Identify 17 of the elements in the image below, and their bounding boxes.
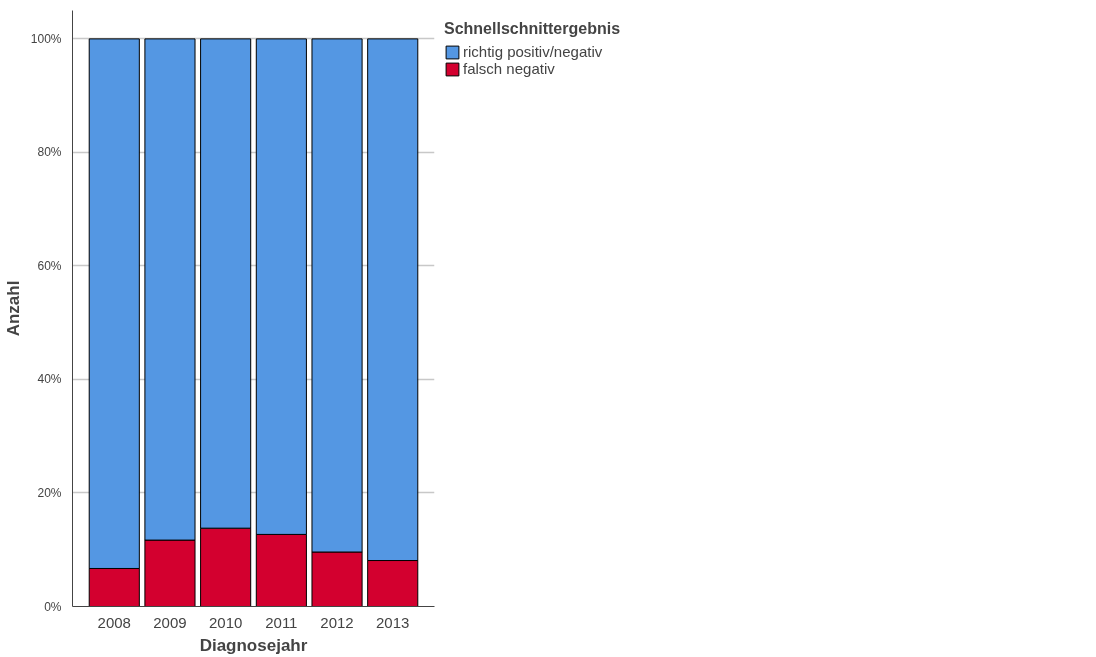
x-tick-label: 2013	[376, 613, 410, 631]
y-axis-title: Anzahl	[3, 280, 23, 337]
y-tick-label: 80%	[37, 145, 62, 160]
y-tick-label: 40%	[37, 372, 62, 387]
legend-label: richtig positiv/negativ	[463, 43, 603, 60]
y-tick-label: 20%	[37, 485, 62, 500]
y-tick-label: 100%	[30, 31, 62, 46]
legend-label: falsch negativ	[463, 60, 555, 77]
x-tick-label: 2009	[153, 613, 187, 631]
y-tick-label: 60%	[37, 258, 62, 273]
legend-title: Schnellschnittergebnis	[444, 20, 621, 38]
x-tick-label: 2011	[265, 613, 298, 631]
x-tick-label: 2010	[208, 613, 243, 631]
x-tick-label: 2012	[320, 613, 354, 631]
x-axis-title: Diagnosejahr	[199, 635, 308, 655]
y-tick-label: 0%	[44, 599, 62, 614]
x-tick-label: 2008	[97, 613, 131, 631]
